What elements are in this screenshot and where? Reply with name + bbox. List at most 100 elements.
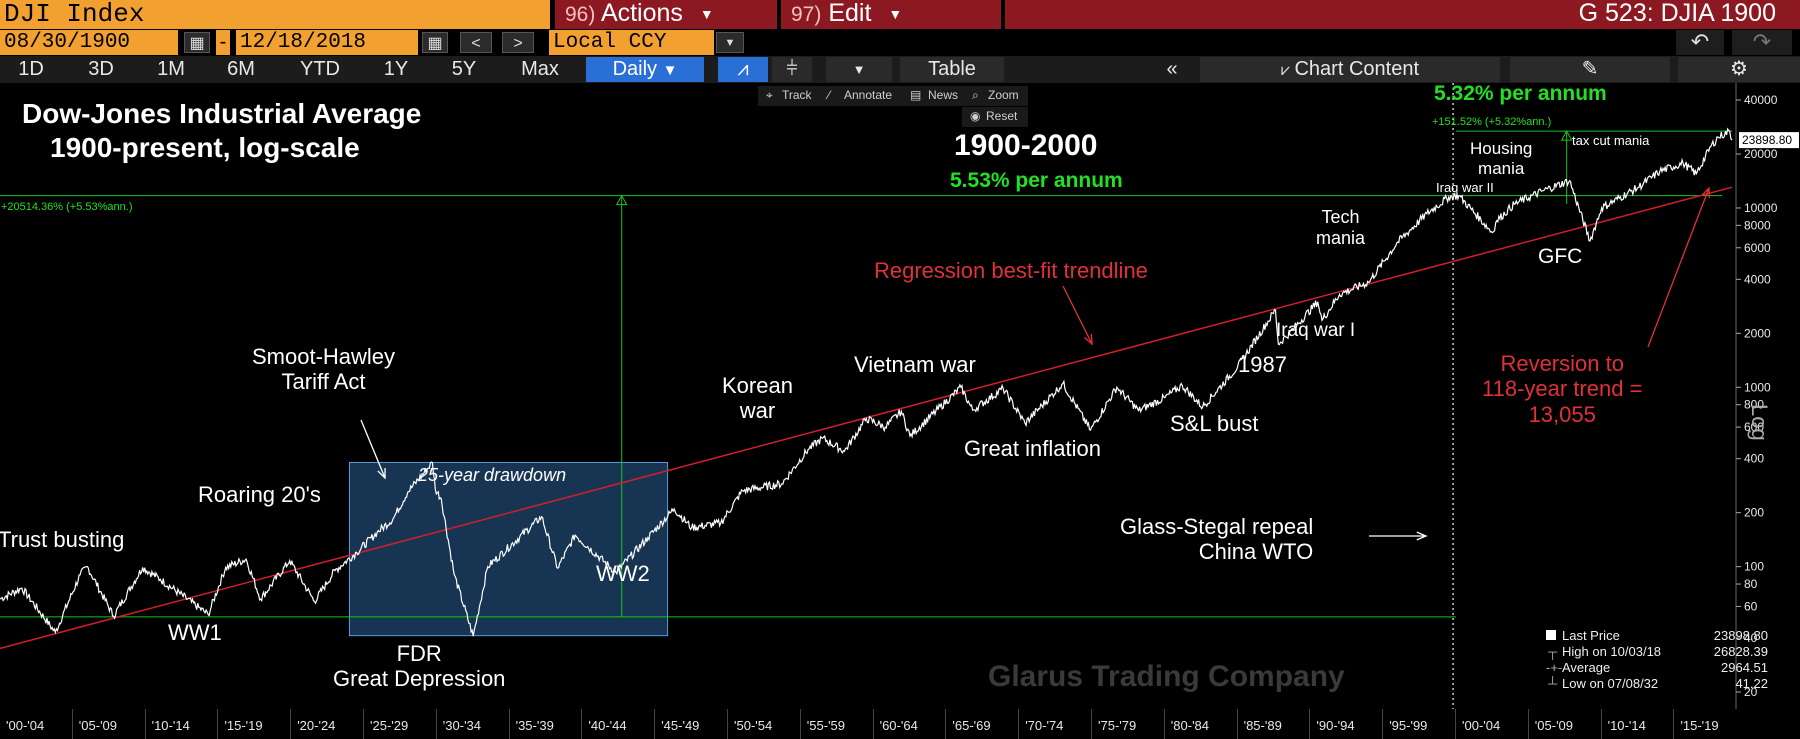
reset-button[interactable]: Reset bbox=[986, 109, 1018, 123]
period-5y[interactable]: 5Y bbox=[451, 58, 477, 80]
reset-control[interactable]: ◉ Reset bbox=[962, 107, 1028, 127]
x-tick-label: '15-'19 bbox=[224, 718, 263, 733]
annotation-ww2: WW2 bbox=[596, 561, 650, 586]
measure-lines bbox=[0, 130, 1733, 618]
page-code: G 523: DJIA 1900 bbox=[1578, 0, 1776, 27]
smoot-hawley-arrow-head bbox=[377, 467, 386, 480]
annotation-1987: 1987 bbox=[1238, 352, 1287, 377]
high-marker-icon: ┬ bbox=[1548, 644, 1558, 659]
x-tick-label: '80-'84 bbox=[1170, 718, 1210, 733]
y-tick-label: 80 bbox=[1744, 577, 1758, 591]
crosshair-icon: ⌖ bbox=[766, 88, 773, 102]
period-max[interactable]: Max bbox=[521, 58, 559, 80]
annotation-korean-war: Korean war bbox=[722, 373, 793, 424]
edit-label: Edit bbox=[828, 0, 872, 27]
price-line bbox=[0, 127, 1733, 637]
end-date-field[interactable]: 12/18/2018 bbox=[236, 30, 418, 55]
x-tick-label: '70-'74 bbox=[1025, 718, 1064, 733]
last-price-tag bbox=[1739, 132, 1799, 149]
forward-arrow-icon[interactable]: > bbox=[502, 32, 534, 53]
redo-icon[interactable]: ↷ bbox=[1732, 30, 1792, 55]
chart-content-button[interactable]: ⩗ Chart Content bbox=[1200, 57, 1500, 82]
drawdown-label: 25-year drawdown bbox=[418, 465, 567, 485]
average-marker-icon: -+- bbox=[1546, 660, 1563, 675]
calendar-icon[interactable]: ▦ bbox=[422, 32, 448, 53]
chart-toolbar: 1D 3D 1M 6M YTD 1Y 5Y Max Daily ▼ ⩘ ⫩ ▼ … bbox=[0, 56, 1800, 83]
y-tick-label: 1000 bbox=[1744, 380, 1771, 394]
undo-icon[interactable]: ↶ bbox=[1676, 30, 1724, 55]
edit-pen-icon[interactable]: ✎ bbox=[1510, 57, 1670, 82]
actions-menu[interactable]: 96) Actions ▼ bbox=[555, 0, 777, 29]
news-button[interactable]: News bbox=[928, 88, 959, 102]
y-tick-label: 600 bbox=[1744, 420, 1764, 434]
frequency-dropdown[interactable]: Daily ▼ bbox=[586, 57, 704, 82]
chart-area[interactable]: 20 40 60 80 100 200 400 600 800 1000 2000 4000 6000 8… bbox=[0, 83, 1800, 709]
gear-icon[interactable]: ⚙ bbox=[1678, 57, 1800, 82]
chevron-down-icon[interactable]: ▼ bbox=[716, 32, 744, 53]
x-tick-label: '45-'49 bbox=[661, 718, 700, 733]
period-1d[interactable]: 1D bbox=[18, 58, 44, 80]
x-tick-separator bbox=[581, 709, 583, 739]
legend-swatch bbox=[1546, 630, 1556, 640]
annotation-vietnam-war: Vietnam war bbox=[854, 352, 976, 377]
news-icon: ▤ bbox=[910, 88, 922, 102]
zoom-icon: ⌕ bbox=[972, 88, 979, 102]
zoom-button[interactable]: Zoom bbox=[988, 88, 1019, 102]
period-1y[interactable]: 1Y bbox=[383, 58, 409, 80]
y-tick-label: 20000 bbox=[1744, 147, 1778, 161]
last-price-value: 23898.80 bbox=[1742, 133, 1792, 147]
currency-select[interactable]: Local CCY bbox=[549, 30, 714, 55]
y-axis: 20 40 60 80 100 200 400 600 800 1000 2000 4000 6000 8… bbox=[1735, 83, 1778, 709]
annotation-tax-cut-mania: tax cut mania bbox=[1572, 133, 1650, 148]
rate-2000-present: 5.32% per annum bbox=[1434, 82, 1607, 105]
period-6m[interactable]: 6M bbox=[227, 58, 255, 80]
chevron-down-icon: ▼ bbox=[662, 62, 678, 79]
y-axis-label: Log bbox=[1747, 404, 1772, 441]
measure-label-1: +20514.36% (+5.53%ann.) bbox=[1, 201, 133, 213]
bar-chart-icon[interactable]: ⫩ bbox=[772, 57, 812, 82]
measure-arrowhead-2 bbox=[1560, 130, 1573, 141]
annotate-button[interactable]: Annotate bbox=[844, 88, 893, 102]
annotation-great-inflation: Great inflation bbox=[964, 436, 1101, 461]
collapse-icon[interactable]: « bbox=[1166, 58, 1178, 80]
x-tick-separator bbox=[508, 709, 510, 739]
reversion-arrow bbox=[1647, 187, 1710, 348]
table-button[interactable]: Table bbox=[900, 57, 1004, 82]
calendar-icon[interactable]: ▦ bbox=[184, 32, 210, 53]
y-tick-label: 20 bbox=[1744, 685, 1758, 699]
x-tick-separator bbox=[290, 709, 292, 739]
period-1m[interactable]: 1M bbox=[157, 58, 185, 80]
annotation-roaring-20s: Roaring 20's bbox=[198, 482, 321, 507]
start-date-field[interactable]: 08/30/1900 bbox=[0, 30, 178, 55]
reversion-arrow-head bbox=[1701, 186, 1710, 199]
annotation-tech-mania: Tech mania bbox=[1316, 207, 1366, 248]
annotation-reversion: Reversion to 118-year trend = 13,055 bbox=[1482, 351, 1643, 427]
glass-stegal-arrow-head bbox=[1416, 531, 1428, 541]
legend-average-label: Average bbox=[1562, 660, 1611, 675]
legend-box: Last Price 23898.80 ┬ High on 10/03/18 2… bbox=[1534, 628, 1768, 696]
chevron-down-icon: ▼ bbox=[852, 62, 866, 77]
y-tick-label: 40 bbox=[1744, 631, 1758, 645]
x-tick-label: '90-'94 bbox=[1316, 718, 1355, 733]
edit-menu[interactable]: 97) Edit ▼ bbox=[781, 0, 1001, 29]
date-separator: - bbox=[216, 30, 230, 55]
rate-1900-2000: 5.53% per annum bbox=[950, 169, 1123, 192]
chart-title: Dow-Jones Industrial Average bbox=[22, 98, 422, 129]
x-tick-separator bbox=[144, 709, 146, 739]
y-tick-label: 4000 bbox=[1744, 272, 1771, 286]
x-tick-label: '40-'44 bbox=[588, 718, 627, 733]
chart-type-dropdown[interactable]: ▼ bbox=[826, 57, 892, 82]
track-button[interactable]: Track bbox=[782, 88, 812, 102]
x-tick-separator bbox=[1673, 709, 1675, 739]
y-tick-label: 10000 bbox=[1744, 201, 1778, 215]
annotation-housing-mania: Housing mania bbox=[1470, 139, 1533, 178]
ticker-field[interactable]: DJI Index bbox=[0, 0, 550, 29]
back-arrow-icon[interactable]: < bbox=[460, 32, 492, 53]
y-tick-label: 60 bbox=[1744, 599, 1758, 613]
annotation-trust-busting: Trust busting bbox=[0, 527, 125, 552]
period-ytd[interactable]: YTD bbox=[300, 58, 340, 80]
x-tick-label: '15-'19 bbox=[1680, 718, 1719, 733]
annotation-gfc: GFC bbox=[1538, 245, 1583, 268]
line-chart-icon[interactable]: ⩘ bbox=[718, 57, 768, 82]
period-3d[interactable]: 3D bbox=[88, 58, 114, 80]
